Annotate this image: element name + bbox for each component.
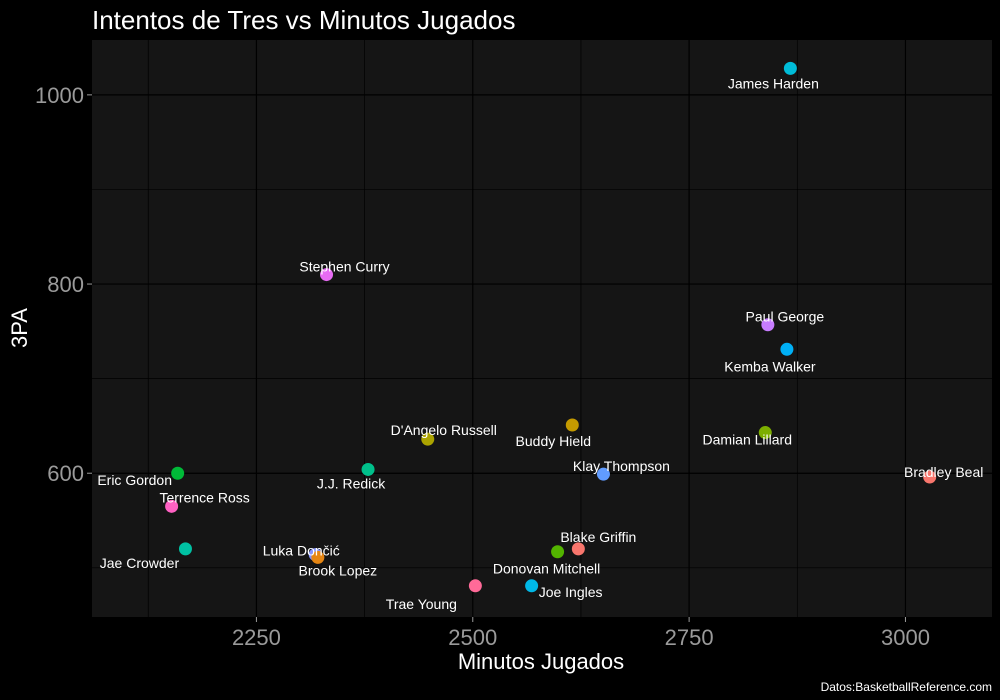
data-point (596, 467, 610, 481)
data-point (468, 579, 482, 593)
point-label: Luka Dončić (263, 543, 340, 559)
y-tick-label: 800 (47, 272, 84, 297)
point-label: D'Angelo Russell (391, 422, 497, 438)
point-label: Joe Ingles (539, 584, 603, 600)
point-label: Blake Griffin (560, 529, 636, 545)
point-label: Buddy Hield (516, 433, 592, 449)
point-label: Brook Lopez (299, 562, 378, 578)
data-point (320, 268, 334, 282)
grid-lines (92, 40, 992, 617)
data-point (311, 550, 325, 564)
point-label: Eric Gordon (97, 472, 172, 488)
point-label: Paul George (746, 309, 825, 325)
point-label: J.J. Redick (317, 475, 386, 491)
y-tick-label: 1000 (35, 83, 84, 108)
data-point (525, 579, 539, 593)
point-label: James Harden (728, 75, 819, 91)
y-axis-title: 3PA (7, 308, 32, 348)
data-point (178, 542, 192, 556)
data-point (361, 462, 375, 476)
x-tick-label: 2250 (232, 625, 281, 650)
axis-ticks: 2250 2500 2750 3000 600 800 1000 (35, 83, 930, 650)
point-label: Terrence Ross (159, 489, 249, 505)
data-point (551, 545, 565, 559)
point-label: Kemba Walker (724, 358, 816, 374)
x-tick-label: 2500 (448, 625, 497, 650)
data-point (421, 432, 435, 446)
data-point (758, 426, 772, 440)
point-label: Bradley Beal (904, 464, 983, 480)
source-caption: Datos:BasketballReference.com (821, 680, 992, 694)
point-label: Stephen Curry (299, 259, 389, 275)
data-points (165, 61, 937, 593)
x-tick-label: 3000 (881, 625, 930, 650)
data-point (565, 418, 579, 432)
data-point (571, 542, 585, 556)
point-label: Donovan Mitchell (493, 561, 600, 577)
x-axis-title: Minutos Jugados (458, 649, 624, 674)
point-label: Trae Young (386, 596, 457, 612)
data-point (783, 61, 797, 75)
chart-title: Intentos de Tres vs Minutos Jugados (92, 5, 515, 35)
plot-panel (92, 40, 992, 617)
data-point (923, 470, 937, 484)
data-point (165, 499, 179, 513)
point-labels: James Harden Stephen Curry Paul George Kemb… (97, 75, 983, 611)
data-point (761, 318, 775, 332)
point-label: Klay Thompson (573, 458, 670, 474)
data-point (171, 466, 185, 480)
x-tick-label: 2750 (665, 625, 714, 650)
point-label: Damian Lillard (703, 432, 792, 448)
point-label: Jae Crowder (100, 555, 180, 571)
y-tick-label: 600 (47, 461, 84, 486)
data-point (780, 342, 794, 356)
